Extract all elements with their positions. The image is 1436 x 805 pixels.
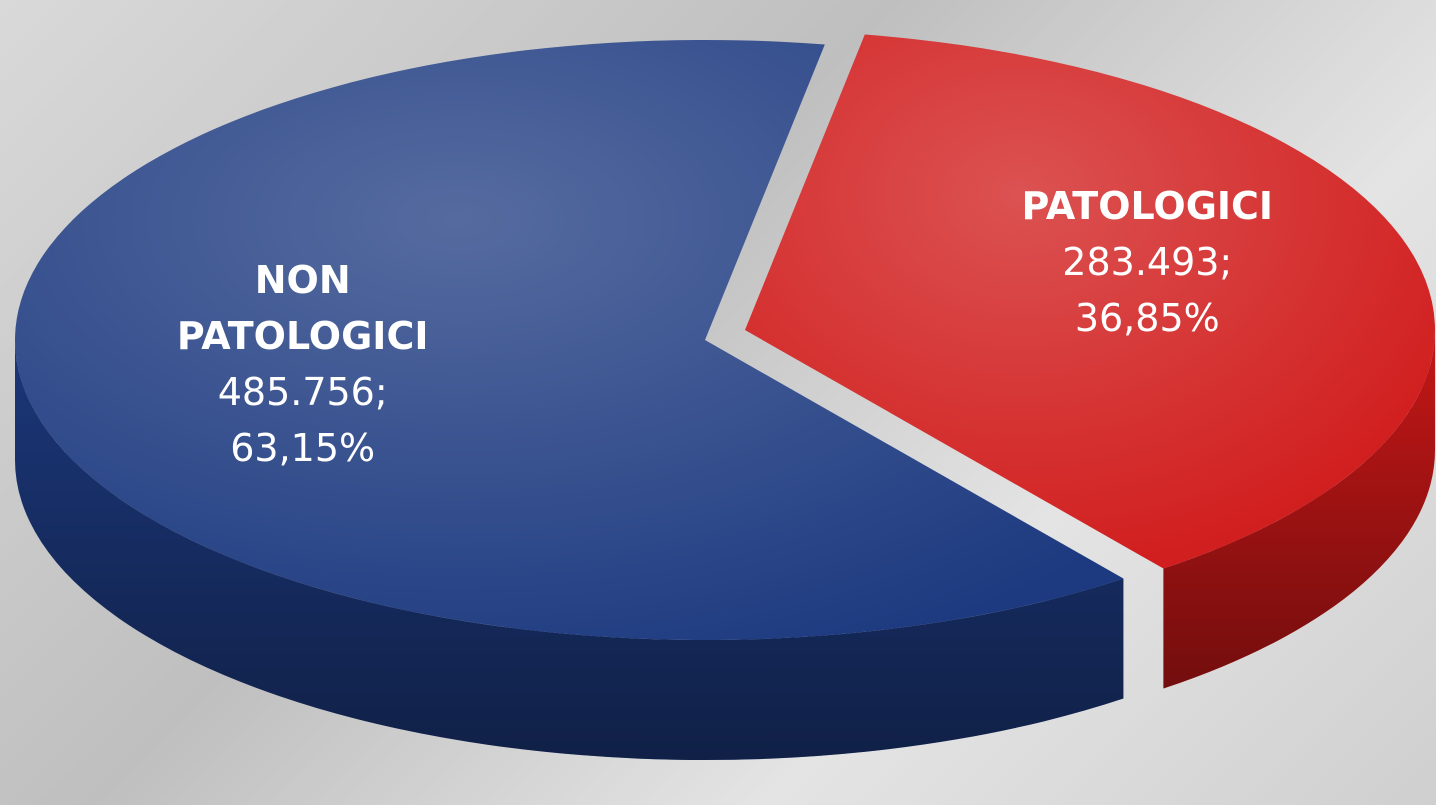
slice-label: PATOLOGICI <box>1021 184 1274 229</box>
percent-label: 36,85% <box>1074 296 1220 341</box>
percent-label: 63,15% <box>230 425 376 470</box>
slice-shine <box>745 34 1436 569</box>
slice-side-shade <box>1163 330 1435 689</box>
value-label: 283.493; <box>1062 240 1233 285</box>
value-label: 485.756; <box>217 369 388 414</box>
slice-shine <box>15 39 1124 640</box>
slice-label: NON PATOLOGICI <box>176 257 429 358</box>
slice-side-shade <box>15 340 1124 761</box>
